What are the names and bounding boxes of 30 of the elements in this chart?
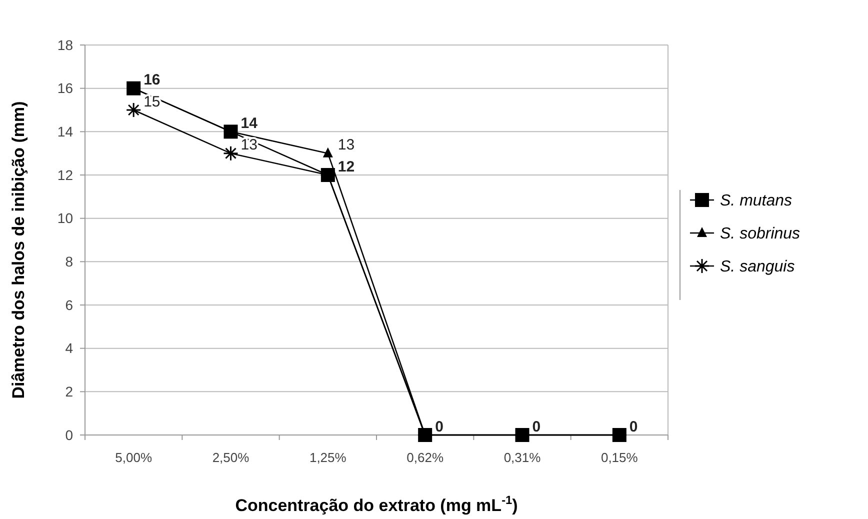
data-label: 0 [435,418,444,436]
y-tick-label: 4 [65,340,74,356]
y-tick-label: 10 [57,210,74,226]
y-tick-label: 8 [65,254,74,270]
legend-label: S. sanguis [720,258,795,276]
x-tick-label: 0,62% [406,450,444,465]
y-tick-label: 14 [57,124,74,140]
data-label: 13 [338,136,355,154]
x-tick-label: 0,15% [600,450,638,465]
data-label: 12 [338,158,355,176]
legend-label: S. sobrinus [720,226,800,243]
x-tick-label: 1,25% [309,450,347,465]
x-axis-title: Concentração do extrato (mg mL$^{-1}$) [235,493,518,515]
y-tick-label: 16 [57,80,74,96]
x-tick-label: 2,50% [212,450,250,465]
y-axis-title: Diâmetro dos halos de inibição (mm) [9,101,28,399]
data-label: 13 [240,136,258,154]
x-tick-label: 5,00% [115,450,152,465]
y-tick-label: 6 [65,296,74,313]
y-tick-label: 0 [65,426,74,443]
legend-label: S. mutans [720,192,792,210]
data-label: 15 [144,93,160,110]
y-tick-label: 12 [57,166,74,183]
x-tick-label: 0,31% [504,450,542,465]
data-label: 16 [144,72,160,89]
data-label: 0 [532,418,541,436]
y-tick-label: 18 [57,36,74,53]
data-label: 0 [629,418,638,436]
y-tick-label: 2 [65,384,74,400]
data-label: 14 [240,114,258,132]
